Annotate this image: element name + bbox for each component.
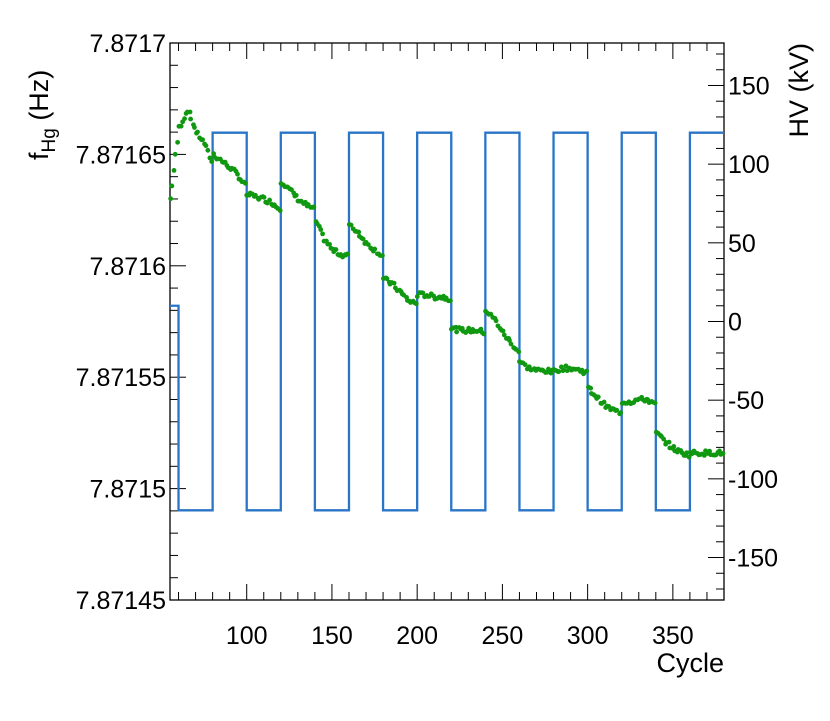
data-point [588,385,594,391]
x-tick-label: 200 [396,622,438,650]
data-point [420,290,426,296]
data-point [171,168,177,173]
data-point [379,253,385,258]
y-left-tick-label: 7.8715 [90,476,166,504]
data-point [508,341,514,347]
data-point [207,155,213,161]
data-point [200,137,206,143]
data-point [666,439,672,445]
data-point [671,444,677,449]
data-point [618,410,624,416]
data-point [172,151,178,157]
frequency-series [168,109,726,460]
y-right-tick-label: 150 [728,72,770,100]
data-point [168,196,174,202]
axis-ticks [170,42,725,601]
y-left-tick-label: 7.87145 [76,587,166,615]
data-point [717,448,722,454]
data-point [384,276,390,282]
data-point [556,369,562,374]
y-axis-title-right: HV (kV) [784,43,814,138]
data-point [546,366,551,372]
y-left-tick-label: 7.8716 [90,253,166,281]
x-tick-label: 100 [226,622,268,650]
data-point [365,242,371,248]
data-point [205,147,211,153]
data-point [454,329,459,335]
plot-frame [169,42,725,601]
data-point [413,301,419,307]
data-point [345,251,350,257]
data-point [175,139,181,145]
data-point [500,328,506,334]
data-point [242,180,248,186]
y-right-tick-label: 0 [728,309,742,337]
data-point [187,109,193,115]
y-right-tick-label: -50 [728,387,764,415]
x-tick-label: 300 [567,622,609,650]
data-point [253,192,258,198]
data-point [178,123,184,129]
y-right-tick-label: -100 [728,466,778,494]
data-point [493,318,499,324]
tick-labels: 100 150 200 250 300 350 7.87145 7.8715 7.87155 7.… [76,30,778,650]
data-point [209,159,215,164]
data-point [348,222,354,228]
data-point [661,436,667,442]
y-left-tick-label: 7.87165 [76,141,166,169]
data-point [169,183,175,189]
data-point [414,294,420,299]
data-point [333,247,339,252]
y-axis-title-left: fHg (Hz) [24,70,60,160]
data-point [203,143,209,149]
data-point [614,407,620,413]
y-right-tick-label: 50 [728,230,756,258]
data-point [277,208,283,213]
data-point [318,227,324,232]
data-point [448,298,453,304]
data-point [192,125,197,130]
x-tick-label: 350 [652,622,694,650]
x-tick-label: 250 [482,622,524,650]
y-right-tick-label: 100 [728,151,770,179]
hv-line [170,131,724,512]
data-point [652,400,658,406]
data-point [595,394,601,400]
data-point [507,338,512,343]
data-point [311,204,317,210]
data-point [466,325,472,331]
data-point [293,192,299,198]
data-point [327,241,332,247]
data-point [584,368,590,374]
data-point [391,280,397,286]
y-axis-title-sub: Hg [39,128,60,152]
data-point [601,399,607,405]
data-point [481,331,487,337]
data-point [235,171,240,177]
data-point [267,197,272,203]
x-axis-title: Cycle [656,648,724,678]
data-point [686,454,692,460]
data-point [360,236,366,242]
data-point [501,332,507,338]
y-axis-title-unit: (Hz) [24,70,54,128]
data-point [720,450,726,456]
hv-series [170,131,724,512]
y-left-tick-label: 7.8717 [90,30,166,58]
x-tick-label: 150 [311,622,353,650]
data-point [522,362,528,368]
data-point [684,450,690,456]
data-point [188,116,194,122]
data-point [320,231,325,237]
data-point [261,194,267,200]
data-point [356,229,362,235]
data-point [182,116,187,122]
y-left-tick-label: 7.87155 [76,364,166,392]
data-point [195,129,200,135]
data-point [372,246,378,252]
data-point [516,349,522,355]
y-right-tick-label: -150 [728,545,778,573]
y-axis-title-main: f [24,152,54,160]
